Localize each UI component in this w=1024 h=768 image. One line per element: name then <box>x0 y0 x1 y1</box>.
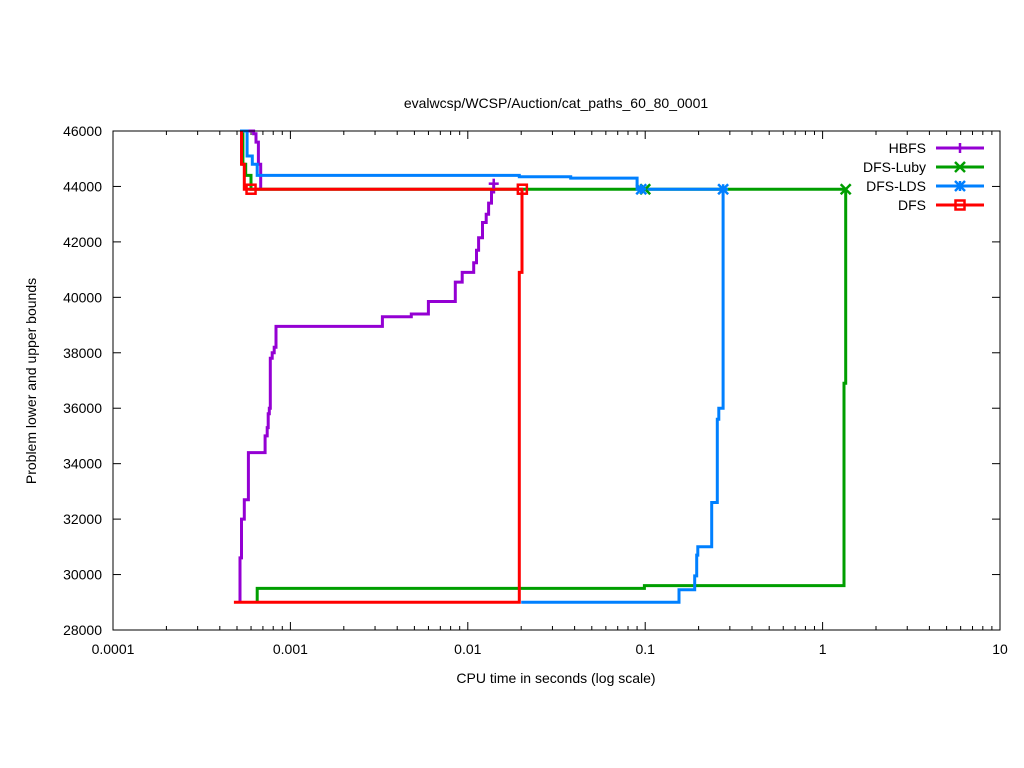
y-tick-label: 44000 <box>63 178 102 194</box>
y-axis-label: Problem lower and upper bounds <box>23 278 39 484</box>
series-hbfs-lower-line <box>238 183 496 603</box>
point-marker-dfs-lds <box>635 183 648 196</box>
legend-marker-dfs-luby <box>954 161 966 173</box>
axis-ticks: 0.0001 0.001 0.01 0.1 1 10 28000 30000 32000 3400… <box>63 123 1008 657</box>
series-dfs-lower-line <box>233 189 524 604</box>
series-dfs-luby-upper-line <box>240 129 846 191</box>
series-dfs-luby-lower-line <box>255 189 848 603</box>
point-markers <box>245 178 852 196</box>
series-hbfs-upper-line <box>244 129 263 190</box>
chart-title: evalwcsp/WCSP/Auction/cat_paths_60_80_00… <box>404 95 709 111</box>
y-tick-label: 46000 <box>63 123 102 139</box>
series-dfs-lds-upper-line <box>240 129 724 191</box>
x-tick-label: 0.001 <box>273 641 308 657</box>
point-marker-dfs-luby <box>839 183 852 196</box>
point-marker-dfs <box>245 183 257 195</box>
y-tick-label: 36000 <box>63 400 102 416</box>
x-tick-label: 0.01 <box>454 641 481 657</box>
y-tick-label: 38000 <box>63 345 102 361</box>
y-tick-label: 34000 <box>63 456 102 472</box>
x-tick-label: 0.1 <box>635 641 655 657</box>
legend-marker-dfs-lds <box>954 180 966 192</box>
legend-marker-hbfs <box>955 143 965 153</box>
point-marker-dfs-lds <box>717 183 730 196</box>
x-tick-label: 10 <box>992 641 1008 657</box>
y-tick-label: 40000 <box>63 289 102 305</box>
y-tick-label: 32000 <box>63 511 102 527</box>
point-marker-hbfs <box>488 178 499 189</box>
y-tick-label: 30000 <box>63 567 102 583</box>
legend-label-dfs-luby: DFS-Luby <box>863 159 926 175</box>
series-dfs-lds-lower-line <box>521 189 725 604</box>
point-marker-dfs <box>516 183 529 195</box>
legend: HBFS DFS-Luby DFS-LDS DFS <box>863 140 984 213</box>
x-tick-label: 0.0001 <box>92 641 135 657</box>
legend-label-dfs: DFS <box>898 197 926 213</box>
legend-marker-dfs <box>954 199 966 211</box>
plot-border <box>112 130 1001 631</box>
x-axis-label: CPU time in seconds (log scale) <box>456 670 655 686</box>
legend-label-hbfs: HBFS <box>889 140 926 156</box>
series-lines <box>233 129 848 604</box>
legend-label-dfs-lds: DFS-LDS <box>866 178 926 194</box>
y-tick-label: 28000 <box>63 622 102 638</box>
y-tick-label: 42000 <box>63 234 102 250</box>
series-dfs-upper-line <box>240 131 524 191</box>
x-tick-label: 1 <box>819 641 827 657</box>
